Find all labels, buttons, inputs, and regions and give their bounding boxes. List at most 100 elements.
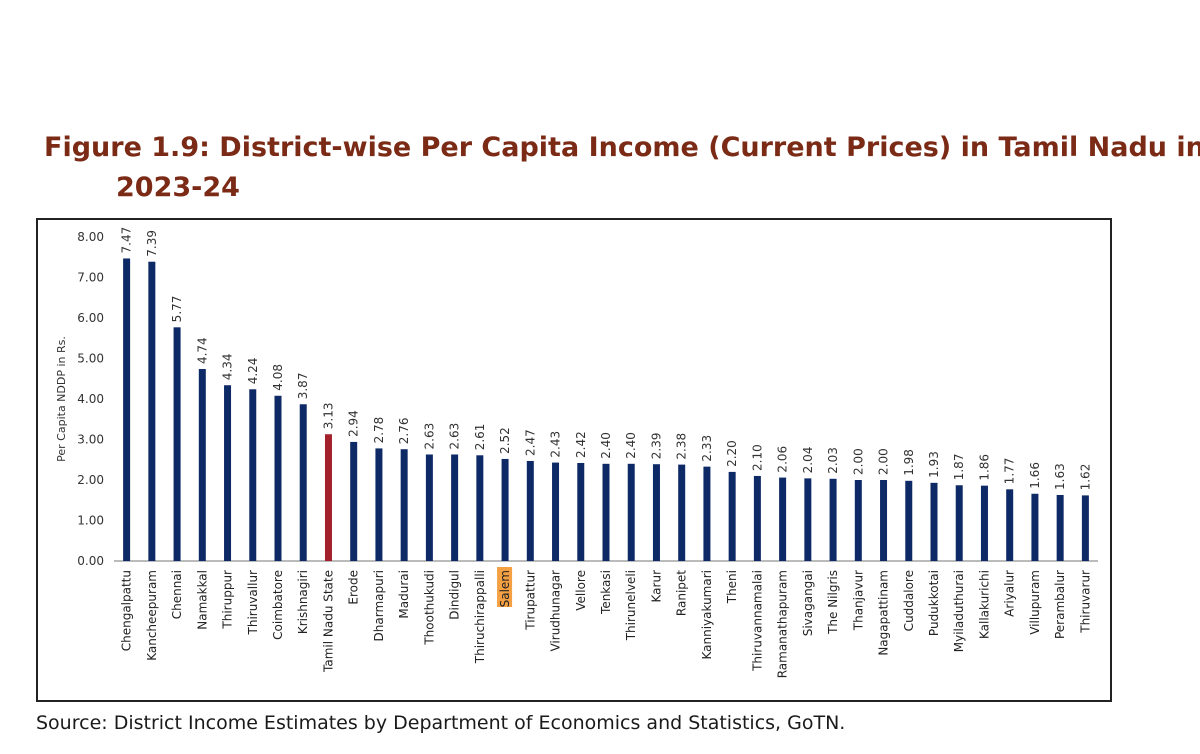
bar-value-label: 2.52: [498, 427, 512, 454]
bar-value-label: 2.00: [851, 448, 865, 475]
bar: [375, 448, 383, 561]
x-category-label: Salem: [498, 570, 512, 607]
bar: [400, 449, 408, 561]
bar: [123, 258, 131, 561]
bar: [804, 478, 812, 561]
bar: [829, 478, 837, 561]
bar-value-label: 7.47: [120, 227, 134, 254]
x-category-label: Kallakurichi: [977, 570, 991, 639]
bar: [1081, 495, 1089, 561]
bar-value-label: 2.00: [877, 448, 891, 475]
bar-value-label: 2.40: [599, 432, 613, 459]
x-category-label: Thanjavur: [851, 570, 865, 631]
x-category-label: Myiladuthurai: [952, 570, 966, 652]
bar: [880, 480, 888, 561]
bar-value-label: 1.66: [1028, 462, 1042, 489]
bar: [1031, 493, 1039, 561]
bar-value-label: 2.63: [448, 423, 462, 450]
bar: [224, 385, 232, 561]
y-tick-label: 5.00: [77, 352, 104, 366]
bar: [274, 395, 282, 561]
bar-value-label: 1.87: [952, 454, 966, 481]
source-note: Source: District Income Estimates by Dep…: [36, 712, 846, 734]
bar-value-label: 2.42: [574, 431, 588, 458]
x-category-label: Tirupattur: [523, 570, 537, 631]
y-tick-label: 2.00: [77, 473, 104, 487]
x-category-label: Coimbatore: [271, 570, 285, 640]
bar: [299, 404, 307, 561]
x-category-label: Dharmapuri: [372, 570, 386, 641]
x-category-label: Dindigul: [448, 570, 462, 620]
bar: [198, 369, 206, 561]
bar: [955, 485, 963, 561]
bar: [854, 480, 862, 561]
bar: [249, 389, 257, 561]
y-tick-label: 4.00: [77, 392, 104, 406]
bar-value-label: 2.61: [473, 424, 487, 451]
highlight-background: [497, 567, 513, 607]
bar-value-label: 2.10: [750, 444, 764, 471]
bar-value-label: 2.04: [801, 447, 815, 474]
bar: [451, 454, 459, 561]
bar: [501, 458, 509, 561]
figure-title-line-2: 2023-24: [116, 172, 240, 203]
bar-value-label: 5.77: [170, 296, 184, 323]
x-category-label: Villupuram: [1028, 570, 1042, 635]
bar: [577, 462, 585, 561]
bar-value-label: 4.34: [221, 354, 235, 381]
bar: [930, 482, 938, 561]
bar-value-label: 4.24: [246, 358, 260, 385]
y-tick-label: 7.00: [77, 271, 104, 285]
bar: [148, 261, 156, 561]
y-tick-label: 8.00: [77, 230, 104, 244]
x-category-label: Thiruppur: [221, 570, 235, 630]
bar: [980, 485, 988, 561]
bar-value-label: 4.08: [271, 364, 285, 391]
bar-value-label: 2.38: [675, 433, 689, 460]
bar: [905, 480, 913, 561]
bar: [652, 464, 660, 561]
x-category-label: Theni: [725, 570, 739, 604]
x-category-label: Thiruvallur: [246, 570, 260, 636]
x-category-label: Thoothukudi: [422, 570, 436, 646]
x-category-label: Perambalur: [1053, 570, 1067, 639]
x-category-label: Cuddalore: [902, 570, 916, 631]
x-category-label: Pudukkotai: [927, 570, 941, 636]
x-category-label: Chennai: [170, 570, 184, 619]
x-category-label: Nagapattinam: [877, 570, 891, 656]
bar-value-label: 2.39: [649, 432, 663, 459]
bar-value-label: 1.98: [902, 449, 916, 476]
bar-value-label: 3.87: [296, 373, 310, 400]
x-category-label: Ariyalur: [1003, 570, 1017, 617]
x-category-label: Sivagangai: [801, 570, 815, 636]
y-tick-label: 1.00: [77, 514, 104, 528]
bar-value-label: 2.33: [700, 435, 714, 462]
bar: [350, 441, 358, 561]
figure-title-line-1: Figure 1.9: District-wise Per Capita Inc…: [44, 132, 1200, 163]
bar-value-label: 2.06: [776, 446, 790, 473]
figure-title: Figure 1.9: District-wise Per Capita Inc…: [44, 128, 1200, 208]
bar-value-label: 2.20: [725, 440, 739, 467]
y-tick-label: 3.00: [77, 433, 104, 447]
bar-value-label: 2.94: [347, 410, 361, 437]
y-axis-title: Per Capita NDDP in Rs.: [55, 336, 68, 462]
bar: [779, 477, 787, 561]
x-category-label: Thiruvarur: [1078, 570, 1092, 634]
bar: [678, 464, 686, 561]
bar: [753, 475, 761, 561]
x-category-label: Karur: [649, 570, 663, 603]
bar: [627, 463, 635, 561]
bar: [1056, 494, 1064, 561]
bar: [728, 471, 736, 561]
x-category-label: Thiruchirappalli: [473, 570, 487, 664]
x-category-label: Erode: [347, 570, 361, 605]
x-category-label: Ranipet: [675, 570, 689, 616]
bar-value-label: 2.47: [523, 429, 537, 456]
bar-value-label: 1.63: [1053, 463, 1067, 490]
chart-frame: Per Capita NDDP in Rs. 0.00 1.00 2.00 3.00 4.…: [36, 218, 1112, 702]
x-category-label: Madurai: [397, 570, 411, 619]
x-category-label: Tamil Nadu State: [321, 570, 335, 673]
y-tick-label: 6.00: [77, 311, 104, 325]
bar: [526, 460, 534, 561]
x-category-label: Virudhunagar: [549, 570, 563, 652]
